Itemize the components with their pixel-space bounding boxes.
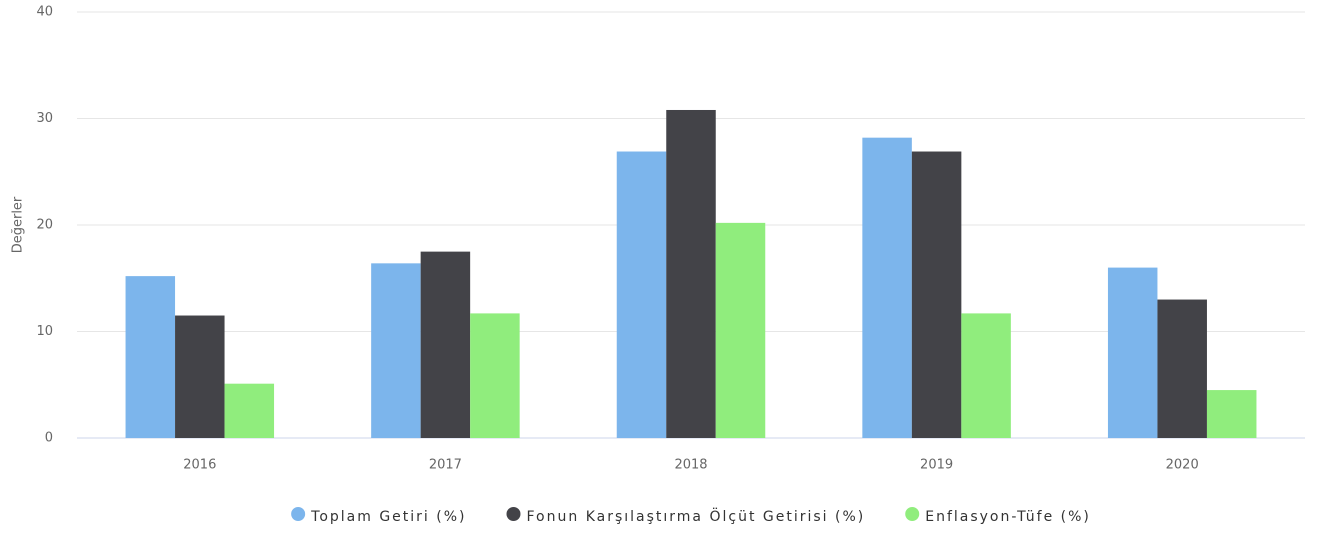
bar: [1206, 390, 1257, 438]
x-tick-label: 2017: [429, 458, 462, 473]
bar: [1107, 267, 1158, 438]
legend-marker: [905, 507, 920, 521]
bar: [715, 222, 766, 438]
bar: [961, 313, 1011, 438]
x-tick-label: 2018: [674, 458, 707, 473]
bar: [224, 383, 275, 438]
x-tick-label: 2019: [920, 458, 953, 473]
x-tick-label: 2020: [1166, 458, 1199, 473]
x-tick-label: 2016: [183, 458, 216, 473]
bar: [175, 315, 225, 438]
legend-label: Fonun Karşılaştırma Ölçüt Getirisi (%): [527, 507, 866, 525]
y-tick-label: 10: [36, 324, 53, 339]
bar: [420, 251, 471, 438]
y-tick-label: 0: [45, 431, 53, 446]
bar: [371, 263, 421, 438]
bar: [1157, 299, 1207, 438]
bar: [470, 313, 520, 438]
bar: [616, 151, 667, 438]
bar: [862, 137, 912, 439]
y-tick-label: 20: [36, 218, 53, 233]
legend-marker: [506, 507, 521, 521]
legend-label: Toplam Getiri (%): [310, 509, 466, 525]
y-tick-label: 40: [36, 5, 53, 20]
bar: [666, 109, 716, 438]
bar: [125, 276, 176, 438]
legend-marker: [291, 507, 306, 521]
y-axis-label: Değerler: [11, 196, 26, 253]
legend-label: Enflasyon-Tüfe (%): [925, 509, 1091, 525]
bar: [911, 151, 962, 438]
y-tick-label: 30: [36, 111, 53, 126]
